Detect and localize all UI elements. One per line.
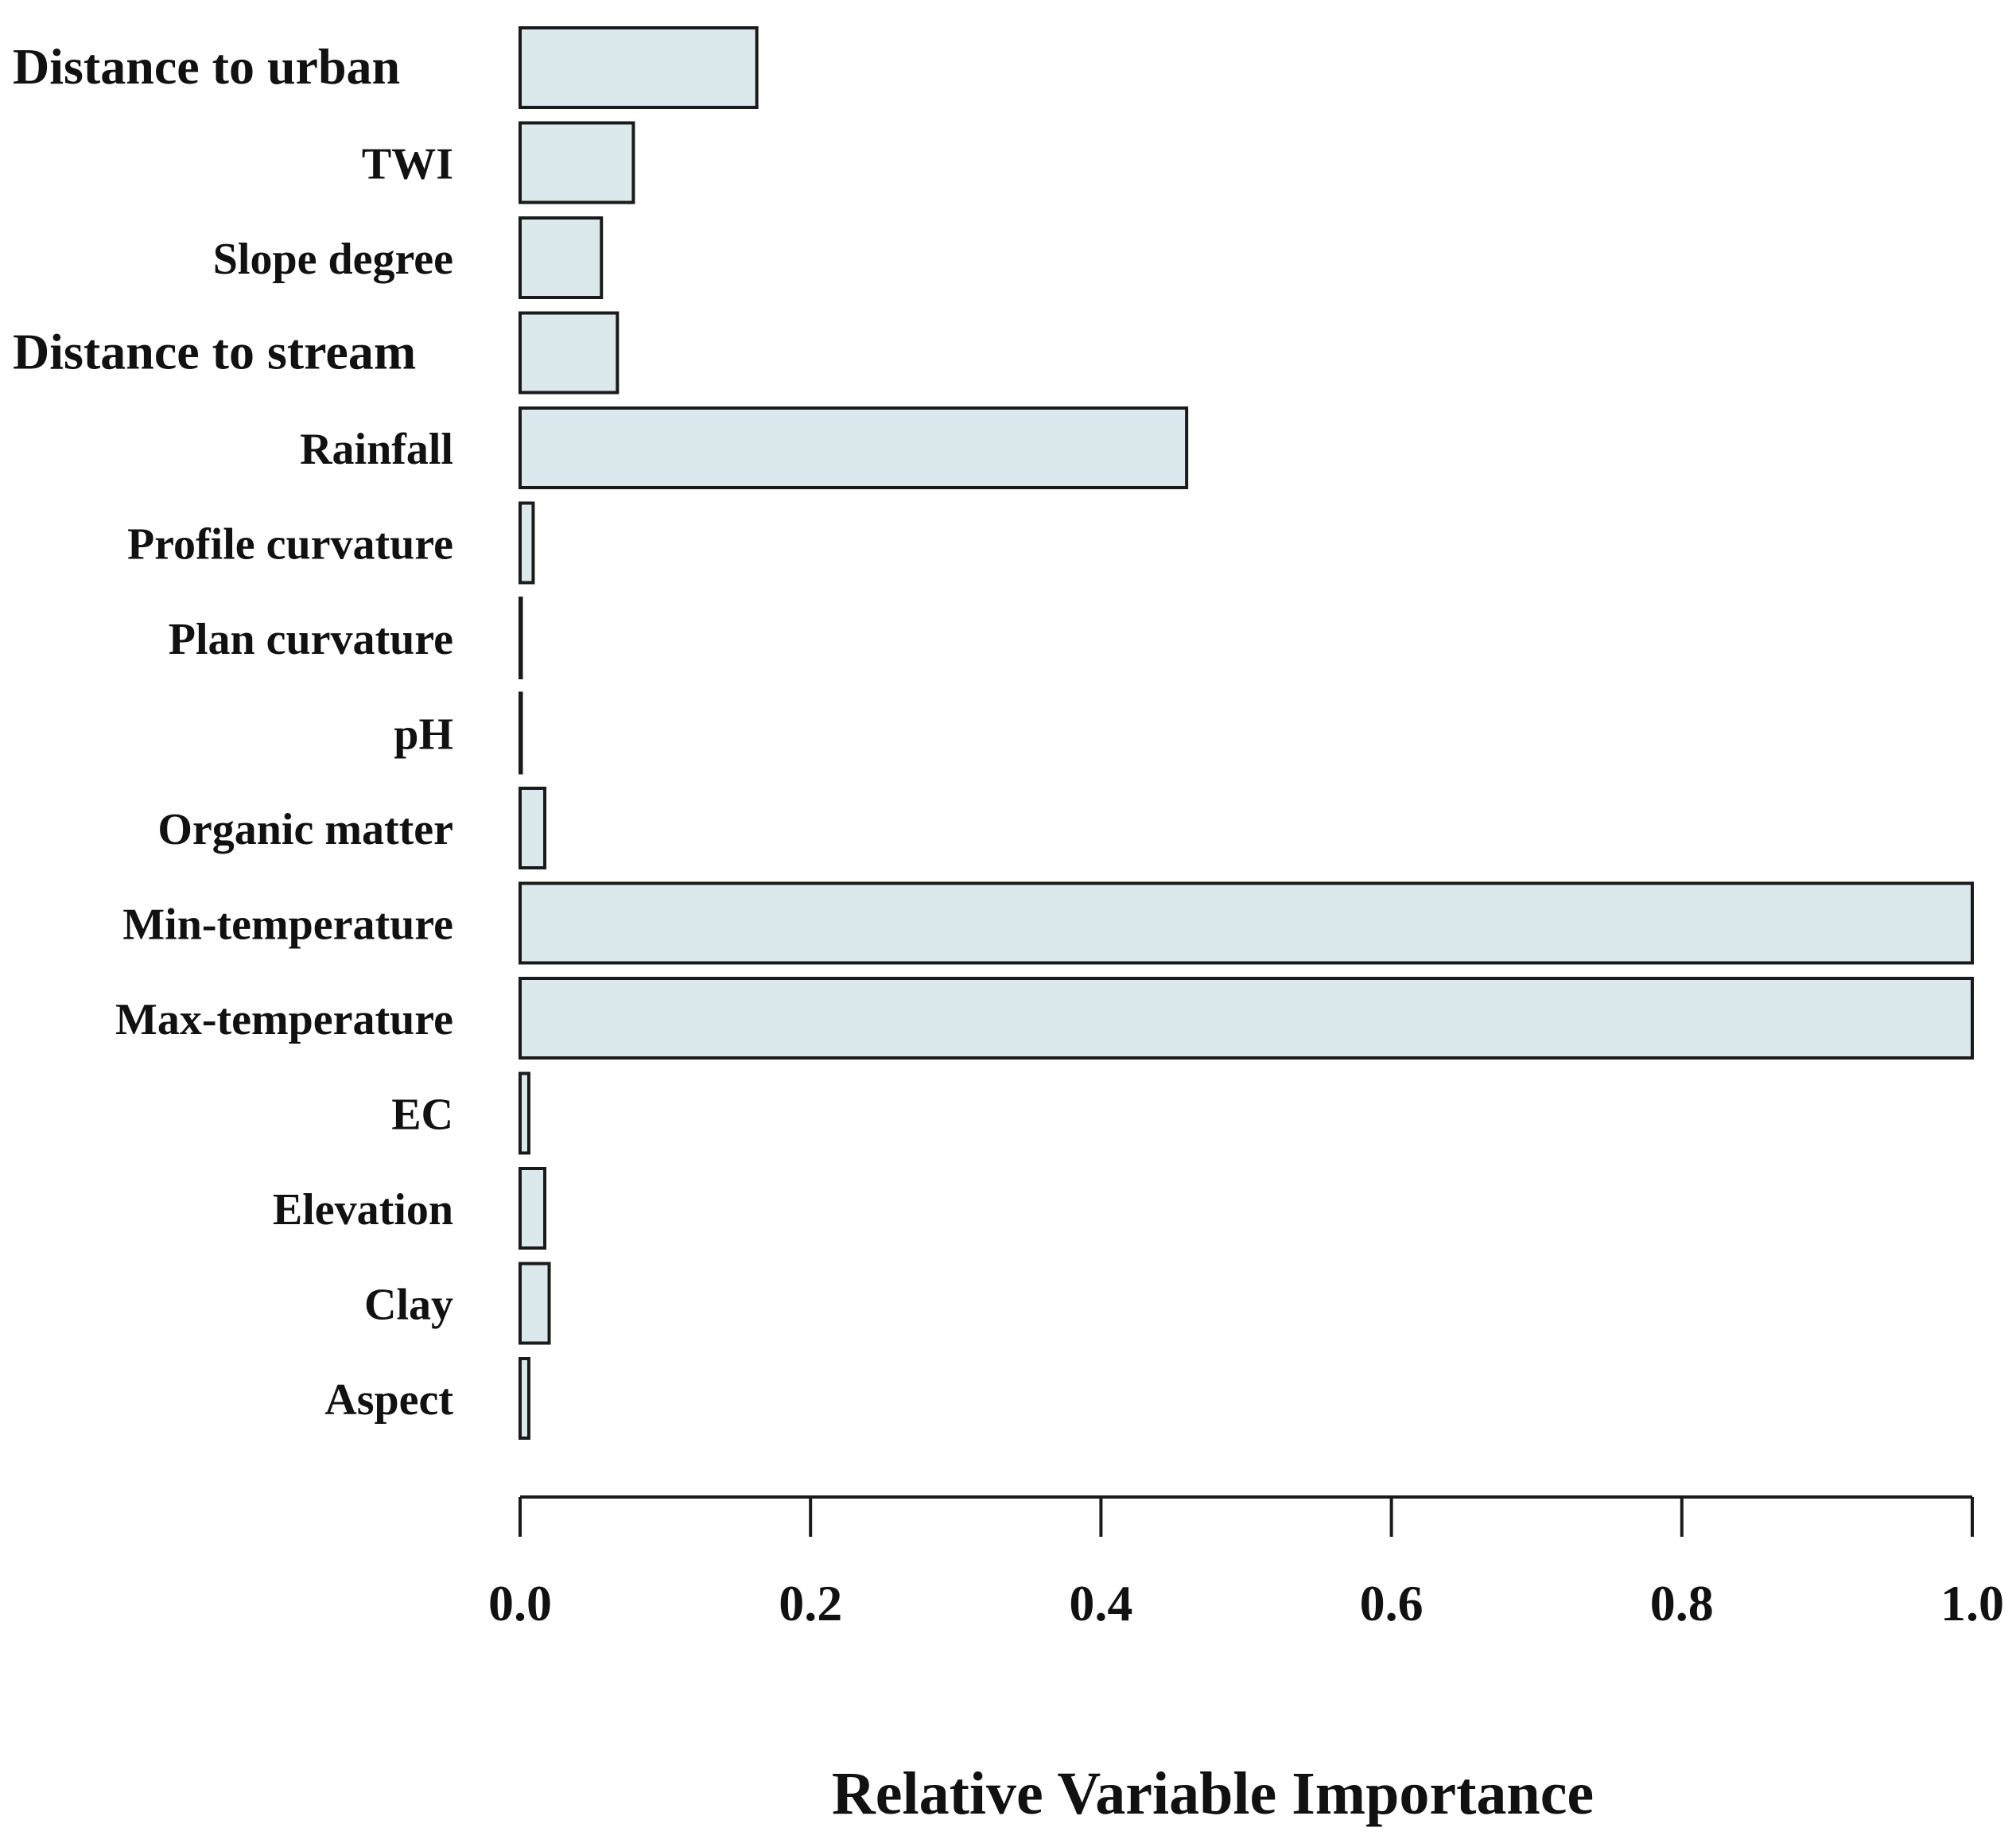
x-tick-label: 0.6: [1360, 1575, 1424, 1631]
bar-plan-curvature: [519, 597, 523, 679]
category-label-aspect: Aspect: [324, 1375, 453, 1425]
x-tick-label: 0.8: [1650, 1575, 1714, 1631]
category-label-ec: EC: [391, 1091, 453, 1140]
category-label-min-temperature: Min-temperature: [122, 900, 453, 950]
x-axis: 0.0 0.2 0.4 0.6 0.8 1.0: [488, 1495, 2004, 1631]
bar-ph: [519, 691, 523, 775]
category-label-profile-curvature: Profile curvature: [127, 520, 453, 570]
bar-organic-matter: [519, 787, 547, 869]
category-label-distance-to-urban: Distance to urban: [13, 38, 400, 95]
x-tick-label: 0.0: [488, 1575, 552, 1631]
bar-profile-curvature: [519, 501, 535, 585]
category-label-distance-to-stream: Distance to stream: [13, 324, 416, 380]
category-labels: Distance to urban TWI Slope degree Distance…: [13, 38, 453, 1425]
bar-twi: [519, 121, 635, 204]
category-label-rainfall: Rainfall: [300, 425, 453, 474]
category-label-twi: TWI: [362, 140, 453, 189]
x-axis-title: Relative Variable Importance: [832, 1760, 1594, 1827]
bar-rainfall: [519, 406, 1189, 489]
category-label-max-temperature: Max-temperature: [115, 995, 453, 1044]
bar-slope-degree: [519, 216, 604, 299]
category-label-slope-degree: Slope degree: [213, 235, 453, 284]
bar-min-temperature: [519, 881, 1974, 965]
category-label-organic-matter: Organic matter: [157, 805, 453, 854]
bar-elevation: [519, 1167, 547, 1250]
x-tick-label: 0.4: [1069, 1575, 1132, 1631]
bar-distance-to-urban: [519, 26, 759, 109]
category-label-elevation: Elevation: [273, 1185, 453, 1235]
bar-aspect: [519, 1357, 530, 1440]
category-label-clay: Clay: [364, 1281, 453, 1330]
bar-clay: [519, 1262, 551, 1345]
category-label-plan-curvature: Plan curvature: [169, 615, 453, 664]
x-tick-label: 0.2: [779, 1575, 842, 1631]
bar-max-temperature: [519, 977, 1974, 1060]
bar-distance-to-stream: [519, 311, 620, 395]
category-label-ph: pH: [394, 710, 453, 760]
bars-group: [519, 26, 1974, 1440]
x-tick-label: 1.0: [1940, 1575, 2004, 1631]
bar-ec: [519, 1071, 530, 1155]
